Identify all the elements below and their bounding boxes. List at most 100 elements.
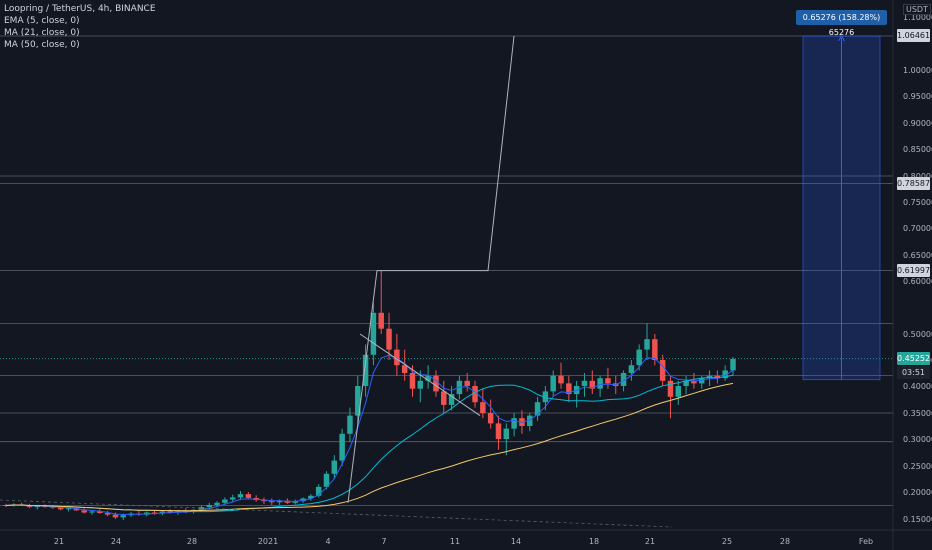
- candle-body: [120, 515, 126, 518]
- candle-body: [534, 402, 541, 416]
- candle-body: [409, 373, 416, 389]
- candle-body: [65, 508, 72, 510]
- x-tick-label: 14: [511, 537, 521, 546]
- candle-body: [480, 402, 486, 413]
- candle-body: [550, 375, 556, 392]
- x-axis: 21 24 28 2021 4 7 11 14 18 21 25 28 Feb: [0, 529, 932, 546]
- candle-body: [425, 375, 431, 381]
- symbol-title[interactable]: Loopring / TetherUS, 4h, BINANCE: [4, 4, 156, 14]
- x-tick-label: 21: [54, 537, 64, 546]
- candle-body: [691, 380, 697, 384]
- descending-trendline: [359, 333, 481, 417]
- current-price-tag: 0.45252: [897, 352, 931, 365]
- candle-body: [487, 413, 494, 424]
- support-trendline: [0, 499, 673, 528]
- candle-body: [315, 486, 322, 496]
- candle-body: [730, 358, 736, 371]
- ma50-legend[interactable]: MA (50, close, 0): [4, 40, 80, 50]
- candle-body: [589, 380, 596, 389]
- indicator-legend: Loopring / TetherUS, 4h, BINANCE EMA (5,…: [4, 3, 156, 51]
- currency-label[interactable]: USDT: [903, 4, 931, 15]
- candle-body: [167, 511, 173, 513]
- ma21-legend[interactable]: MA (21, close, 0): [4, 28, 80, 38]
- candle-body: [34, 506, 41, 508]
- x-tick-label: 11: [450, 537, 460, 546]
- candle-body: [104, 513, 111, 515]
- candle-body: [206, 504, 212, 508]
- ma50-line: [5, 382, 734, 512]
- candle-body: [300, 498, 306, 502]
- candle-body: [73, 508, 80, 511]
- candle-body: [339, 433, 345, 461]
- candle-body: [683, 380, 689, 386]
- candle-body: [222, 499, 228, 503]
- mid-price-tag: 0.61997: [897, 264, 931, 277]
- candle-body: [495, 423, 502, 439]
- candle-body: [472, 386, 478, 403]
- candle-body: [636, 349, 642, 366]
- candle-body: [292, 501, 298, 503]
- candle-body: [276, 500, 283, 503]
- candle-body: [198, 507, 205, 510]
- horizontal-levels: [0, 35, 893, 506]
- candle-body: [503, 428, 510, 439]
- candle-body: [441, 391, 447, 405]
- measure-box: [802, 35, 881, 381]
- candle-body: [511, 418, 517, 429]
- x-tick-label: 28: [780, 537, 790, 546]
- y-tick-label: 1.10000: [903, 13, 932, 22]
- candle-body: [566, 383, 572, 395]
- candle-body: [714, 375, 721, 379]
- candle-body: [89, 511, 95, 513]
- candle-body: [308, 495, 314, 499]
- target-price-tag: 1.06461: [897, 29, 931, 42]
- x-tick-label: 7: [381, 537, 386, 546]
- candle-body: [323, 473, 330, 487]
- moving-averages: [5, 354, 734, 516]
- ema-legend[interactable]: EMA (5, close, 0): [4, 16, 80, 26]
- candle-body: [652, 339, 658, 360]
- candle-body: [401, 365, 408, 373]
- candle-body: [112, 514, 119, 518]
- candle-body: [229, 497, 236, 500]
- x-tick-label: 21: [645, 537, 655, 546]
- candle-body: [237, 494, 244, 498]
- candle-body: [698, 378, 705, 384]
- candle-body: [347, 415, 353, 434]
- candle-body: [57, 507, 64, 510]
- candle-body: [433, 375, 439, 392]
- x-tick-label: 2021: [258, 537, 278, 546]
- candle-body: [620, 373, 627, 386]
- candle-body: [81, 510, 87, 513]
- x-tick-label: Feb: [859, 537, 873, 546]
- candle-body: [97, 511, 103, 514]
- y-tick-label: 0.15000: [903, 515, 932, 524]
- candle-body: [417, 380, 424, 389]
- candle-body: [542, 391, 549, 403]
- candle-body: [558, 375, 564, 384]
- measure-arrowhead: [838, 35, 845, 42]
- candle-body: [331, 460, 338, 474]
- candle-body: [667, 380, 674, 397]
- measure-label: 0.65276 (158.28%) 65276: [796, 10, 887, 37]
- x-tick-label: 4: [325, 537, 330, 546]
- candle-body: [261, 500, 267, 502]
- candle-body: [597, 378, 603, 389]
- candle-body: [386, 328, 392, 350]
- candle-body: [378, 312, 384, 329]
- candle-body: [214, 502, 220, 505]
- candle-body: [151, 512, 158, 514]
- candle-body: [722, 370, 728, 379]
